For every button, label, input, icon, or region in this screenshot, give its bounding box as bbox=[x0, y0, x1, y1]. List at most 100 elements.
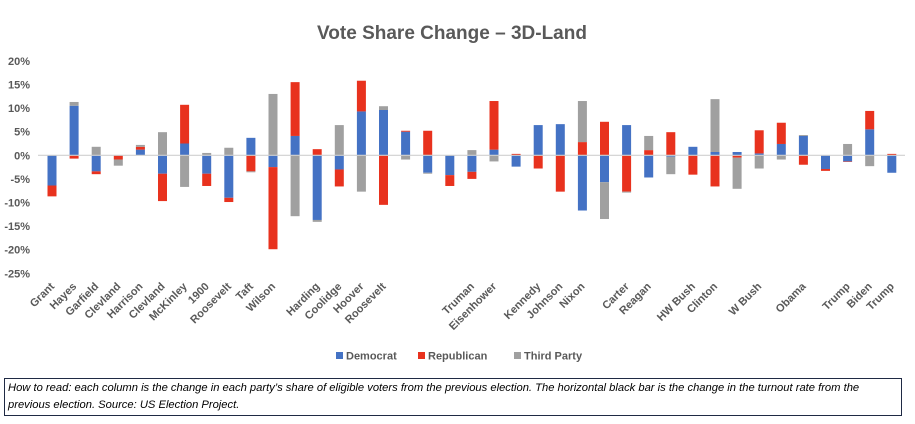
bar-democrat bbox=[622, 125, 632, 156]
bar-third-party bbox=[754, 155, 764, 169]
bar-republican bbox=[47, 185, 57, 197]
bar-third-party bbox=[865, 155, 875, 167]
bar-republican bbox=[710, 155, 720, 187]
bar-democrat bbox=[379, 109, 388, 156]
bar-democrat bbox=[158, 155, 167, 174]
bar-third-party bbox=[644, 135, 654, 151]
bars bbox=[47, 80, 897, 250]
bar-republican bbox=[356, 80, 366, 112]
bar-democrat bbox=[688, 146, 698, 156]
legend-label: Democrat bbox=[346, 351, 397, 363]
bar-democrat bbox=[489, 149, 499, 156]
bar-republican bbox=[600, 121, 609, 156]
bar-third-party bbox=[135, 144, 145, 147]
bar-democrat bbox=[246, 137, 256, 156]
x-tick-label: W Bush bbox=[727, 280, 765, 318]
bar-democrat bbox=[710, 151, 720, 156]
bar-republican bbox=[489, 101, 499, 150]
vote-share-chart: Vote Share Change – 3D-Land 20% 15% 10% 5% 0… bbox=[4, 23, 905, 363]
bar-republican bbox=[91, 171, 101, 175]
bar-democrat bbox=[577, 155, 587, 211]
x-axis: GrantHayesGarfieldClevlandHarrisonClevla… bbox=[28, 280, 897, 333]
bar-third-party bbox=[798, 135, 808, 136]
bar-third-party bbox=[224, 147, 234, 156]
y-tick-label: 5% bbox=[14, 127, 30, 139]
legend-swatch bbox=[336, 352, 343, 359]
bar-democrat bbox=[135, 149, 145, 156]
bar-democrat bbox=[202, 155, 212, 174]
bar-third-party bbox=[290, 155, 300, 217]
legend-swatch bbox=[514, 352, 521, 359]
bar-third-party bbox=[710, 99, 720, 152]
bar-republican bbox=[666, 132, 676, 156]
caption-box: How to read: each column is the change i… bbox=[4, 378, 902, 416]
bar-democrat bbox=[754, 153, 764, 156]
bar-democrat bbox=[644, 155, 654, 178]
y-tick-label: -25% bbox=[4, 268, 30, 280]
bar-democrat bbox=[445, 155, 455, 176]
y-tick-label: 20% bbox=[8, 56, 30, 68]
bar-republican bbox=[224, 197, 234, 203]
bar-republican bbox=[379, 155, 388, 205]
bar-democrat bbox=[887, 155, 897, 173]
bar-republican bbox=[754, 130, 764, 154]
bar-third-party bbox=[246, 171, 256, 173]
bar-democrat bbox=[356, 111, 366, 156]
bar-democrat bbox=[69, 105, 79, 156]
y-tick-label: 15% bbox=[8, 80, 30, 92]
bar-republican bbox=[113, 155, 123, 160]
y-tick-label: -20% bbox=[4, 245, 30, 257]
bar-republican bbox=[511, 153, 521, 156]
bar-third-party bbox=[356, 155, 366, 192]
bar-third-party bbox=[202, 152, 212, 156]
bar-democrat bbox=[732, 151, 742, 156]
bar-republican bbox=[865, 110, 875, 130]
y-tick-label: -10% bbox=[4, 198, 30, 210]
bar-democrat bbox=[224, 155, 234, 198]
bar-third-party bbox=[489, 155, 499, 162]
x-tick-label: Obama bbox=[774, 280, 809, 315]
bar-democrat bbox=[843, 155, 853, 162]
bar-democrat bbox=[47, 155, 57, 186]
bar-republican bbox=[334, 169, 344, 187]
bar-democrat bbox=[334, 155, 344, 170]
x-tick-label: Nixon bbox=[557, 280, 587, 310]
bar-third-party bbox=[180, 155, 190, 187]
bar-democrat bbox=[798, 135, 808, 156]
bar-third-party bbox=[158, 132, 167, 156]
bar-republican bbox=[577, 142, 587, 156]
bar-third-party bbox=[334, 125, 344, 156]
y-axis: 20% 15% 10% 5% 0% -5% -10% -15% -20% -25% bbox=[4, 56, 30, 280]
bar-republican bbox=[732, 155, 742, 158]
bar-third-party bbox=[113, 159, 123, 166]
bar-republican bbox=[180, 104, 190, 144]
bar-republican bbox=[798, 155, 808, 165]
bar-republican bbox=[688, 155, 698, 175]
y-tick-label: -15% bbox=[4, 221, 30, 233]
bar-republican bbox=[644, 150, 654, 156]
bar-third-party bbox=[776, 155, 786, 160]
bar-third-party bbox=[69, 101, 79, 106]
y-tick-label: 10% bbox=[8, 103, 30, 115]
bar-democrat bbox=[865, 129, 875, 156]
bar-third-party bbox=[622, 191, 632, 193]
chart-title: Vote Share Change – 3D-Land bbox=[317, 23, 587, 44]
legend-label: Republican bbox=[428, 351, 488, 363]
legend-swatch bbox=[418, 352, 425, 359]
bar-democrat bbox=[600, 155, 609, 183]
bar-republican bbox=[423, 130, 433, 156]
bar-third-party bbox=[577, 101, 587, 143]
bar-democrat bbox=[180, 143, 190, 156]
bar-third-party bbox=[268, 93, 278, 156]
bar-republican bbox=[821, 168, 830, 171]
bar-third-party bbox=[91, 146, 101, 156]
bar-republican bbox=[622, 155, 632, 192]
bar-third-party bbox=[843, 143, 853, 156]
bar-republican bbox=[69, 155, 79, 159]
bar-republican bbox=[246, 155, 256, 172]
bar-democrat bbox=[666, 155, 676, 157]
bar-third-party bbox=[600, 182, 609, 220]
bar-republican bbox=[467, 171, 477, 179]
bar-democrat bbox=[821, 155, 830, 169]
bar-democrat bbox=[290, 135, 300, 156]
